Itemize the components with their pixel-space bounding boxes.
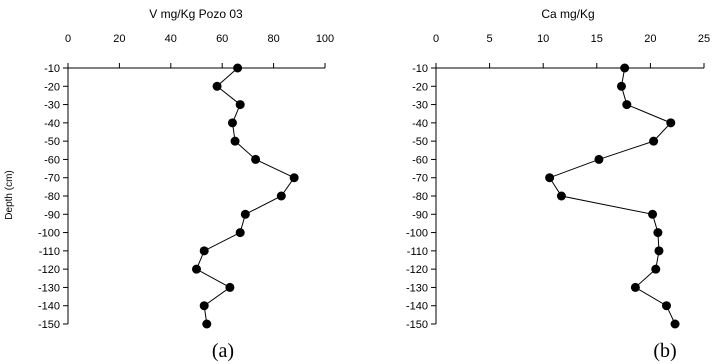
data-point <box>202 319 212 329</box>
y-tick-label: -100 <box>38 228 60 240</box>
data-point <box>235 100 245 110</box>
y-tick-label: -90 <box>44 209 60 221</box>
chart-title: Ca mg/Kg <box>541 7 594 21</box>
y-tick-label: -60 <box>412 154 428 166</box>
x-tick-label: 100 <box>316 33 334 45</box>
data-point <box>227 118 237 128</box>
data-point <box>545 173 555 183</box>
x-ticks: 0 5 10 15 20 25 <box>433 33 710 68</box>
y-tick-label: -110 <box>39 246 60 258</box>
data-point <box>649 136 659 146</box>
chart-title: V mg/Kg Pozo 03 <box>149 7 243 21</box>
data-point <box>276 191 286 201</box>
x-tick-label: 60 <box>216 33 228 45</box>
series-line <box>548 67 676 325</box>
y-tick-label: -150 <box>406 319 428 331</box>
data-point <box>630 282 640 292</box>
data-series <box>545 63 680 329</box>
y-tick-label: -140 <box>406 301 428 313</box>
x-tick-label: 0 <box>433 33 439 45</box>
x-tick-label: 0 <box>65 33 71 45</box>
data-point <box>199 246 209 256</box>
data-point <box>192 264 201 274</box>
x-ticks: 0 20 40 60 80 100 <box>65 33 334 68</box>
y-tick-label: -20 <box>44 81 60 93</box>
data-point <box>199 301 209 311</box>
y-tick-label: -140 <box>38 301 60 313</box>
x-tick-label: 15 <box>591 33 603 45</box>
x-tick-label: 40 <box>165 33 177 45</box>
y-tick-label: -80 <box>44 191 60 203</box>
y-tick-label: -60 <box>44 154 60 166</box>
y-tick-label: -120 <box>406 264 428 276</box>
y-tick-label: -100 <box>406 228 428 240</box>
y-tick-label: -110 <box>407 246 428 258</box>
y-tick-label: -70 <box>412 173 428 185</box>
y-tick-label: -50 <box>44 136 60 148</box>
data-point <box>235 228 245 238</box>
x-tick-label: 25 <box>698 33 710 45</box>
y-tick-label: -70 <box>44 173 60 185</box>
data-point <box>670 319 680 329</box>
data-series <box>192 63 299 329</box>
data-point <box>654 246 664 256</box>
panel-label: (a) <box>212 340 234 362</box>
y-axis-label: Depth (cm) <box>4 170 15 219</box>
data-point <box>620 63 630 73</box>
data-point <box>594 154 604 164</box>
panel-a-chart: V mg/Kg Pozo 03 Depth (cm) 0 20 40 60 80 100 … <box>4 7 334 362</box>
data-point <box>666 118 676 128</box>
data-point <box>230 136 240 146</box>
data-point <box>653 228 663 238</box>
data-point <box>648 209 658 219</box>
data-point <box>556 191 566 201</box>
data-point <box>212 81 222 91</box>
data-point <box>251 154 261 164</box>
y-tick-label: -40 <box>44 118 60 130</box>
y-tick-label: -10 <box>412 63 428 75</box>
panel-b-chart: Ca mg/Kg 0 5 10 15 20 25 -10 -20 -30 -40 -50 -60 -7… <box>406 7 710 362</box>
data-point <box>240 209 250 219</box>
data-point <box>661 301 671 311</box>
y-ticks: -10 -20 -30 -40 -50 -60 -70 -80 -90 -100 -110 -120 -… <box>406 63 436 331</box>
data-point <box>651 264 661 274</box>
y-ticks: -10 -20 -30 -40 -50 -60 -70 -80 -90 -100 -110 -120 -… <box>38 63 68 331</box>
y-tick-label: -20 <box>412 81 428 93</box>
y-tick-label: -130 <box>38 282 60 294</box>
y-tick-label: -150 <box>38 319 60 331</box>
y-tick-label: -120 <box>38 264 60 276</box>
panel-label: (b) <box>653 340 676 362</box>
y-tick-label: -30 <box>44 100 60 112</box>
y-tick-label: -30 <box>412 100 428 112</box>
y-tick-label: -50 <box>412 136 428 148</box>
x-tick-label: 10 <box>537 33 549 45</box>
x-tick-label: 5 <box>487 33 493 45</box>
data-point <box>289 173 299 183</box>
x-tick-label: 20 <box>113 33 125 45</box>
data-point <box>225 282 235 292</box>
y-tick-label: -130 <box>406 282 428 294</box>
y-tick-label: -90 <box>412 209 428 221</box>
x-tick-label: 20 <box>644 33 656 45</box>
y-tick-label: -10 <box>44 63 60 75</box>
x-tick-label: 80 <box>267 33 279 45</box>
data-point <box>622 100 632 110</box>
y-tick-label: -80 <box>412 191 428 203</box>
data-point <box>233 63 243 73</box>
data-point <box>616 81 626 91</box>
y-tick-label: -40 <box>412 118 428 130</box>
